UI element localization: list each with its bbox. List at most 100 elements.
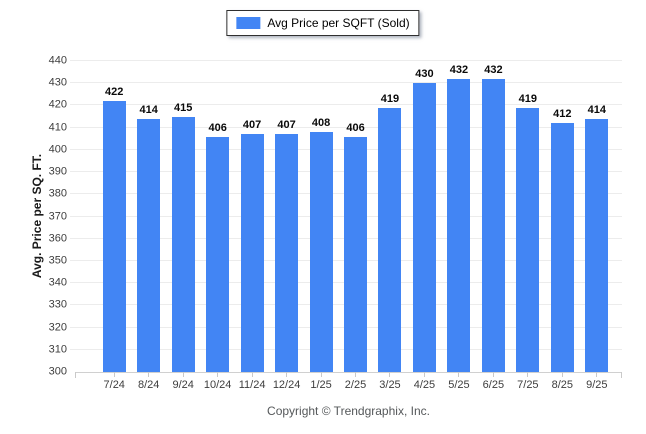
x-axis-slot: 3/25 — [373, 372, 407, 391]
x-axis-slot: 8/25 — [545, 372, 579, 391]
bar — [344, 136, 368, 372]
bar — [309, 132, 333, 372]
x-tick-mark — [458, 372, 460, 377]
bars-row: 422 414 415 406 407 407 408 406 419 430 432 432 419 4… — [75, 61, 622, 372]
y-tick-label: 420 — [48, 98, 67, 111]
x-tick-mark — [182, 372, 184, 377]
x-tick-mark — [148, 372, 150, 377]
y-tick-label: 370 — [48, 210, 67, 222]
gridline — [70, 82, 622, 84]
bar — [550, 123, 574, 372]
y-tick-label: 350 — [48, 254, 67, 267]
y-tick-label: 320 — [48, 321, 67, 334]
bar-slot: 407 — [235, 61, 269, 372]
bar-value-label: 412 — [553, 108, 572, 121]
bar-slot: 430 — [407, 61, 441, 372]
x-tick-mark — [286, 372, 288, 377]
plot-area: 300 310 320 330 340 350 360 370 380 390 400 410 420 4… — [49, 55, 622, 391]
x-tick-mark — [355, 372, 357, 377]
y-tick-label: 440 — [48, 54, 67, 67]
legend-label: Avg Price per SQFT (Sold) — [267, 16, 410, 30]
bar — [240, 134, 264, 372]
bar-value-label: 432 — [484, 63, 503, 76]
x-tick-label: 8/24 — [137, 379, 160, 391]
bar-slot: 414 — [131, 61, 165, 372]
x-axis-slot: 6/25 — [476, 372, 510, 391]
bar-slot: 406 — [200, 61, 234, 372]
gridline — [70, 126, 622, 128]
bar-slot: 407 — [269, 61, 303, 372]
axis-right-tick — [621, 372, 622, 378]
bar — [378, 107, 402, 372]
bar-value-label: 419 — [380, 92, 400, 105]
legend-swatch-icon — [236, 17, 261, 29]
bar-slot: 412 — [545, 61, 579, 372]
x-axis-slot: 12/24 — [269, 372, 303, 391]
x-axis-slot: 5/25 — [442, 372, 476, 391]
bar-value-label: 422 — [105, 86, 124, 98]
bar-value-label: 415 — [173, 101, 193, 114]
bar — [206, 136, 230, 372]
x-tick-label: 5/25 — [448, 379, 470, 391]
x-tick-label: 7/25 — [517, 379, 539, 391]
x-tick-mark — [561, 372, 563, 377]
x-tick-mark — [596, 372, 598, 377]
x-axis-slot: 8/24 — [131, 372, 165, 391]
bar — [137, 118, 161, 372]
x-tick-mark — [217, 372, 219, 377]
gridline — [70, 104, 622, 106]
x-tick-label: 7/24 — [103, 379, 125, 391]
x-tick-mark — [320, 372, 322, 377]
x-axis-slot: 9/25 — [580, 372, 614, 391]
y-tick-label: 430 — [48, 76, 67, 89]
bar-slot: 414 — [580, 61, 614, 372]
y-tick-label: 300 — [48, 365, 67, 378]
axis-left-tick — [75, 372, 76, 378]
bar-slot: 406 — [338, 61, 372, 372]
y-tick-label: 360 — [48, 232, 67, 245]
y-tick-label: 410 — [48, 121, 67, 134]
y-tick-label: 310 — [48, 343, 67, 356]
bar-value-label: 407 — [277, 119, 296, 132]
gridline — [70, 60, 622, 61]
y-tick-label: 390 — [48, 165, 67, 178]
legend: Avg Price per SQFT (Sold) — [226, 10, 420, 36]
x-tick-label: 12/24 — [272, 379, 301, 391]
x-tick-mark — [389, 372, 391, 377]
bar-slot: 408 — [304, 61, 338, 372]
bar-value-label: 408 — [311, 117, 331, 130]
bar-value-label: 414 — [587, 103, 606, 116]
x-tick-mark — [527, 372, 529, 377]
y-tick-label: 380 — [48, 187, 67, 200]
bar-slot: 419 — [373, 61, 407, 372]
x-tick-mark — [423, 372, 425, 377]
x-tick-mark — [113, 372, 115, 377]
x-tick-label: 4/25 — [413, 379, 436, 391]
x-axis-slot: 9/24 — [166, 372, 200, 391]
bar-value-label: 414 — [139, 103, 158, 116]
bar-slot: 432 — [476, 61, 510, 372]
bar-value-label: 419 — [518, 92, 538, 105]
y-axis-labels: 300 310 320 330 340 350 360 370 380 390 400 410 420 4… — [31, 55, 67, 377]
x-tick-mark — [492, 372, 494, 377]
x-tick-label: 8/25 — [551, 379, 574, 391]
x-tick-label: 10/24 — [203, 379, 232, 391]
bar-slot: 422 — [97, 61, 131, 372]
bar-value-label: 406 — [346, 121, 365, 134]
bar — [481, 78, 505, 372]
x-tick-label: 11/24 — [238, 379, 266, 391]
x-tick-label: 9/25 — [586, 379, 608, 391]
x-tick-label: 9/24 — [172, 379, 194, 391]
copyright-text: Copyright © Trendgraphix, Inc. — [267, 404, 430, 418]
bar-value-label: 406 — [208, 121, 227, 134]
bar — [516, 107, 540, 372]
x-axis-labels: 7/24 8/24 9/24 10/24 11/24 12/24 1/25 2/25 3/25 4… — [75, 372, 622, 391]
bar-value-label: 432 — [449, 63, 469, 76]
x-axis-slot: 7/24 — [97, 372, 131, 391]
x-tick-label: 1/25 — [310, 379, 332, 391]
bar — [171, 116, 195, 372]
y-tick-label: 400 — [48, 143, 67, 156]
x-axis-slot: 11/24 — [235, 372, 269, 391]
bar — [102, 101, 126, 372]
